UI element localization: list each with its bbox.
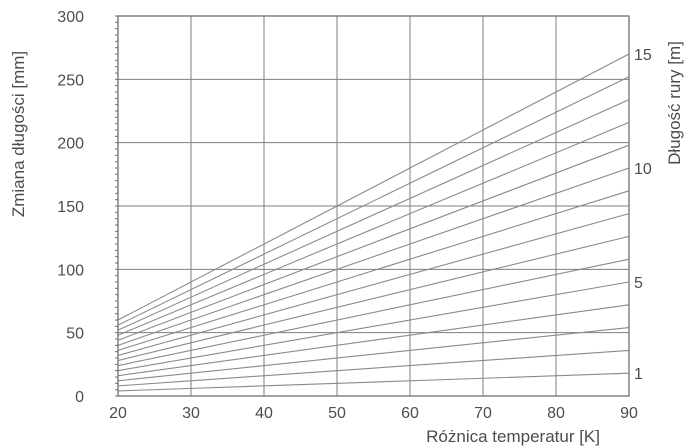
minor-ticks: [115, 15, 118, 397]
y2-axis-title: Długość rury [m]: [665, 41, 684, 165]
series-line: [117, 213, 630, 356]
series-line: [117, 327, 630, 382]
y-tick-label: 50: [66, 326, 84, 343]
series-line: [117, 190, 630, 351]
y-tick-labels: 0 50 100 150 200 250 300: [57, 9, 84, 406]
series-line: [117, 121, 630, 336]
x-tick-label: 60: [401, 405, 419, 422]
series-line: [117, 144, 630, 341]
series-line: [117, 235, 630, 362]
series-line: [117, 349, 630, 387]
y-tick-label: 250: [57, 72, 84, 89]
series-line: [117, 167, 630, 346]
x-tick-label: 70: [474, 405, 492, 422]
y-axis-title: Zmiana długości [mm]: [9, 51, 28, 217]
x-tick-label: 90: [620, 405, 638, 422]
y-tick-label: 0: [75, 389, 84, 406]
y-tick-label: 100: [57, 262, 84, 279]
series-line: [117, 258, 630, 367]
x-tick-label: 40: [255, 405, 273, 422]
series-line: [117, 304, 630, 377]
x-tick-label: 30: [182, 405, 200, 422]
x-tick-label: 80: [547, 405, 565, 422]
series-line: [117, 281, 630, 372]
x-tick-labels: 20 30 40 50 60 70 80 90: [109, 405, 638, 422]
y2-tick-label: 1: [634, 366, 643, 383]
series-line: [117, 53, 630, 321]
series-lines: [117, 53, 630, 392]
y2-tick-label: 5: [634, 275, 643, 292]
x-axis-title: Różnica temperatur [K]: [426, 427, 600, 446]
x-tick-label: 50: [328, 405, 346, 422]
y-tick-label: 200: [57, 136, 84, 153]
y-tick-label: 150: [57, 199, 84, 216]
grid: [118, 16, 629, 396]
series-line: [117, 76, 630, 326]
series-line: [117, 99, 630, 331]
y2-tick-label: 15: [634, 47, 652, 64]
y-tick-label: 300: [57, 9, 84, 26]
series-line: [117, 372, 630, 392]
x-tick-label: 20: [109, 405, 127, 422]
y2-tick-label: 10: [634, 161, 652, 178]
